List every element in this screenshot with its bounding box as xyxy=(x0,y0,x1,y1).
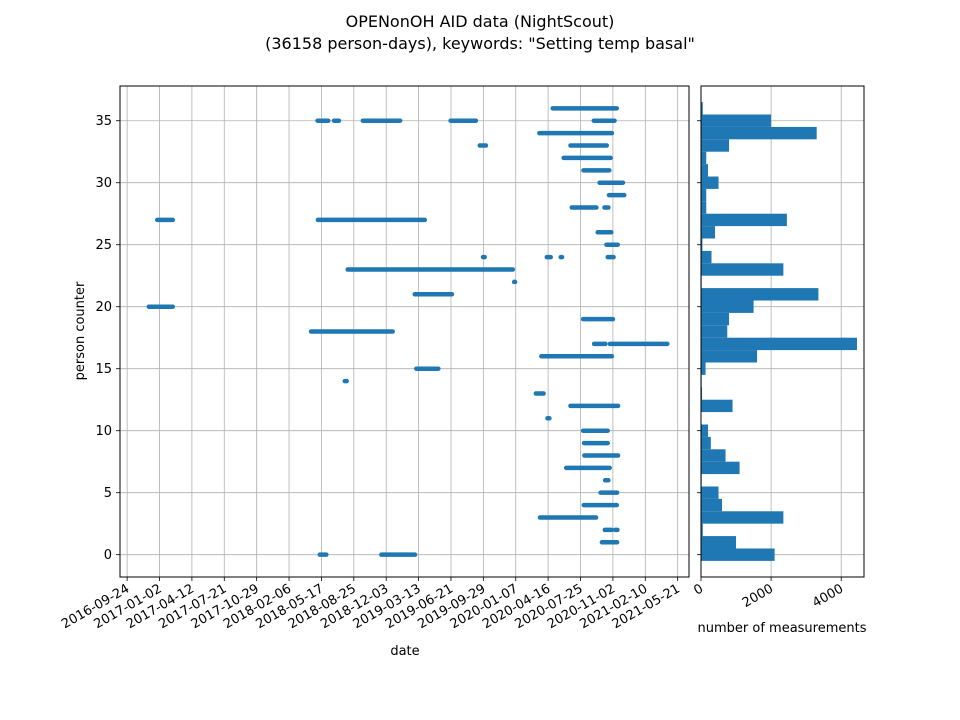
histogram-bar xyxy=(701,151,707,165)
scatter-y-ticks: 0 5 10 15 20 25 30 35 xyxy=(95,114,120,563)
histogram-bar xyxy=(701,461,740,475)
histogram-bar xyxy=(701,325,728,338)
histogram-bar xyxy=(701,102,703,115)
histogram-bar xyxy=(701,536,737,549)
histogram-bar xyxy=(701,226,716,239)
scatter-x-ticks: 2016-09-242017-01-022017-04-122017-07-21… xyxy=(59,577,683,632)
histogram-bar xyxy=(701,486,719,499)
histogram-x-axis-label: number of measurements xyxy=(698,621,867,636)
histogram-bars xyxy=(701,102,857,561)
y-tick-label: 30 xyxy=(95,176,112,191)
chart-title-line-1: OPENonOH AID data (NightScout) xyxy=(346,12,615,31)
histogram-bar xyxy=(701,250,712,264)
histogram-plot-frame xyxy=(700,85,865,578)
y-tick-label: 0 xyxy=(104,548,112,563)
histogram-bar xyxy=(701,238,703,251)
histogram-bar xyxy=(701,399,733,413)
histogram-bar xyxy=(701,337,857,351)
histogram-bar xyxy=(701,213,787,227)
histogram-bar xyxy=(701,114,772,127)
histogram-bar xyxy=(701,300,754,313)
histogram-bar xyxy=(701,548,775,561)
histogram-bar xyxy=(701,498,723,512)
histogram-bar xyxy=(701,126,817,140)
y-tick-label: 10 xyxy=(95,424,112,439)
y-tick-label: 25 xyxy=(95,238,112,253)
histogram-bar xyxy=(701,362,706,375)
histogram-y-ticks xyxy=(697,120,701,556)
scatter-x-axis-label: date xyxy=(390,644,419,659)
histogram-bar xyxy=(701,176,719,189)
histogram-bar xyxy=(701,288,819,301)
histogram-bar xyxy=(701,164,709,177)
scatter-marks xyxy=(146,106,670,557)
y-tick-label: 15 xyxy=(95,362,112,377)
histogram-bar xyxy=(701,436,711,450)
histogram-bar xyxy=(701,139,730,152)
chart-title-line-2: (36158 person-days), keywords: "Setting … xyxy=(265,34,695,53)
histogram-bar xyxy=(701,424,709,437)
histogram-bar xyxy=(701,201,707,214)
histogram-bar xyxy=(701,188,707,202)
y-tick-label: 35 xyxy=(95,114,112,129)
y-tick-label: 5 xyxy=(104,486,112,501)
histogram-bar xyxy=(701,350,758,363)
y-tick-label: 20 xyxy=(95,300,112,315)
scatter-plot-frame xyxy=(119,85,690,578)
histogram-plot: 0 2000 4000 number of measurements xyxy=(691,85,867,636)
histogram-bar xyxy=(701,511,784,524)
scatter-y-axis-label: person counter xyxy=(73,281,88,380)
histogram-bar xyxy=(701,387,703,400)
histogram-bar xyxy=(701,523,703,537)
scatter-plot: 2016-09-242017-01-022017-04-122017-07-21… xyxy=(59,85,690,659)
histogram-bar xyxy=(701,263,784,276)
histogram-bar xyxy=(701,449,726,462)
histogram-bar xyxy=(701,312,730,326)
